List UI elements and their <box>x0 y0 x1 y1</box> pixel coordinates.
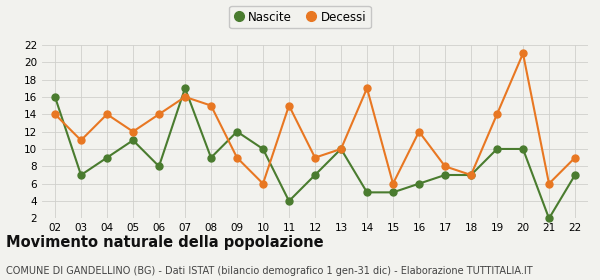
Decessi <box>389 182 397 185</box>
Nascite <box>181 87 188 90</box>
Nascite <box>208 156 215 159</box>
Decessi <box>208 104 215 107</box>
Nascite <box>571 173 578 177</box>
Legend: Nascite, Decessi: Nascite, Decessi <box>229 6 371 28</box>
Nascite <box>545 217 553 220</box>
Nascite <box>77 173 85 177</box>
Decessi <box>364 87 371 90</box>
Decessi <box>545 182 553 185</box>
Nascite <box>233 130 241 133</box>
Line: Decessi: Decessi <box>52 50 578 187</box>
Text: Movimento naturale della popolazione: Movimento naturale della popolazione <box>6 235 323 250</box>
Nascite <box>493 147 500 151</box>
Decessi <box>130 130 137 133</box>
Nascite <box>364 191 371 194</box>
Decessi <box>520 52 527 55</box>
Nascite <box>442 173 449 177</box>
Text: COMUNE DI GANDELLINO (BG) - Dati ISTAT (bilancio demografico 1 gen-31 dic) - Ela: COMUNE DI GANDELLINO (BG) - Dati ISTAT (… <box>6 266 533 276</box>
Nascite <box>311 173 319 177</box>
Decessi <box>286 104 293 107</box>
Decessi <box>442 165 449 168</box>
Decessi <box>103 113 110 116</box>
Nascite <box>155 165 163 168</box>
Decessi <box>155 113 163 116</box>
Nascite <box>259 147 266 151</box>
Decessi <box>77 139 85 142</box>
Nascite <box>103 156 110 159</box>
Decessi <box>493 113 500 116</box>
Nascite <box>467 173 475 177</box>
Nascite <box>52 95 59 99</box>
Decessi <box>337 147 344 151</box>
Decessi <box>181 95 188 99</box>
Decessi <box>52 113 59 116</box>
Nascite <box>337 147 344 151</box>
Nascite <box>520 147 527 151</box>
Decessi <box>571 156 578 159</box>
Nascite <box>389 191 397 194</box>
Decessi <box>467 173 475 177</box>
Line: Nascite: Nascite <box>52 85 578 222</box>
Decessi <box>415 130 422 133</box>
Nascite <box>130 139 137 142</box>
Nascite <box>286 199 293 203</box>
Decessi <box>233 156 241 159</box>
Decessi <box>259 182 266 185</box>
Decessi <box>311 156 319 159</box>
Nascite <box>415 182 422 185</box>
